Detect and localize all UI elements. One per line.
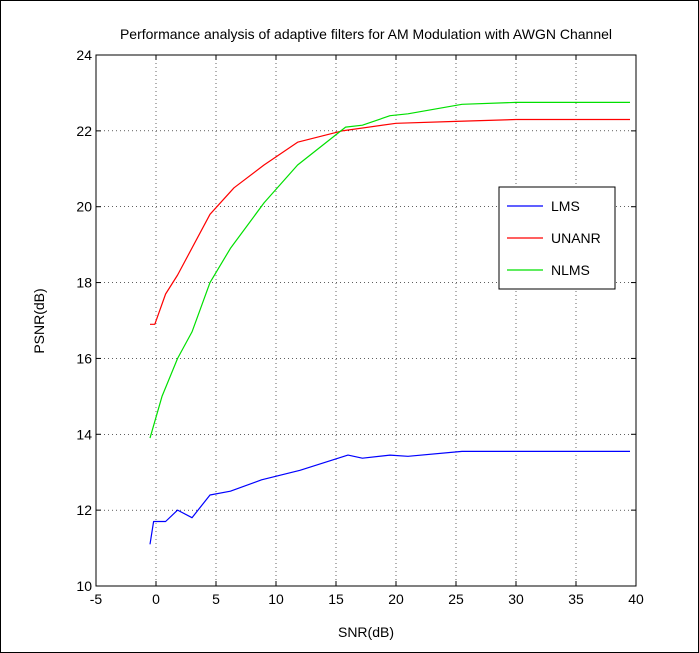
y-tick-label: 10 bbox=[76, 578, 92, 594]
series-layer bbox=[149, 101, 630, 545]
y-tick-label: 12 bbox=[76, 502, 92, 518]
chart-title: Performance analysis of adaptive filters… bbox=[120, 26, 612, 42]
x-tick-label: 5 bbox=[212, 591, 220, 607]
y-tick-label: 22 bbox=[76, 123, 92, 139]
x-tick-label: 20 bbox=[388, 591, 404, 607]
y-tick-label: 14 bbox=[76, 426, 92, 442]
grid-lines bbox=[96, 55, 636, 586]
x-tick-label: 40 bbox=[628, 591, 644, 607]
legend-label-nlms: NLMS bbox=[551, 262, 590, 278]
x-tick-label: 10 bbox=[268, 591, 284, 607]
legend: LMS UNANR NLMS bbox=[498, 186, 616, 290]
y-axis-label: PSNR(dB) bbox=[31, 288, 47, 353]
x-tick-label: 15 bbox=[328, 591, 344, 607]
x-axis-label: SNR(dB) bbox=[338, 624, 394, 640]
y-tick-label: 16 bbox=[76, 350, 92, 366]
axis-ticks: -5 0 5 10 15 20 25 30 35 40 10 12 14 16 18 20 22 24 bbox=[76, 47, 644, 607]
plot-area bbox=[95, 54, 637, 587]
series-line-unanr bbox=[150, 118, 630, 325]
x-tick-label: 25 bbox=[448, 591, 464, 607]
x-tick-label: 30 bbox=[508, 591, 524, 607]
x-tick-label: -5 bbox=[90, 591, 103, 607]
x-tick-label: 0 bbox=[152, 591, 160, 607]
y-tick-label: 18 bbox=[76, 275, 92, 291]
legend-label-lms: LMS bbox=[551, 198, 580, 214]
y-tick-label: 24 bbox=[76, 47, 92, 63]
x-tick-label: 35 bbox=[568, 591, 584, 607]
series-line-lms bbox=[149, 450, 630, 545]
y-tick-label: 20 bbox=[76, 199, 92, 215]
series-line-nlms bbox=[149, 101, 630, 439]
legend-label-unanr: UNANR bbox=[551, 230, 601, 246]
